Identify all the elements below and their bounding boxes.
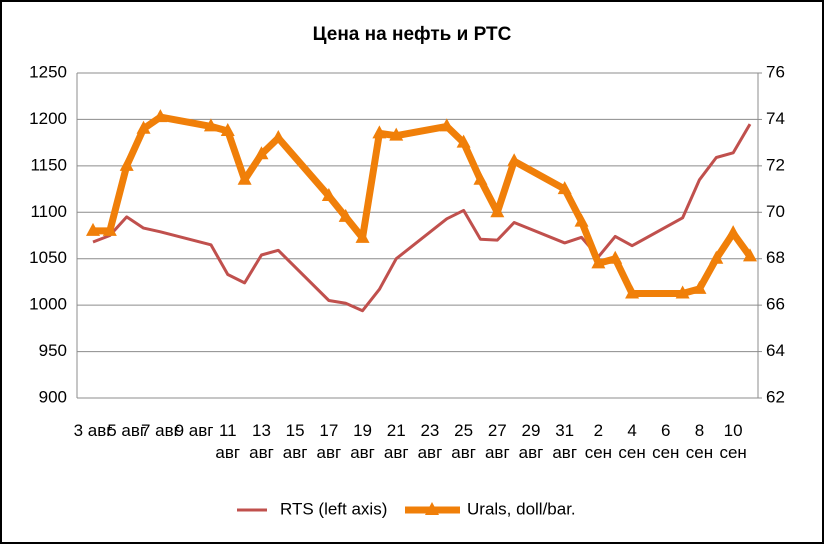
data-point xyxy=(86,222,100,236)
x-tick-label: 17 авг xyxy=(316,421,342,462)
data-point xyxy=(743,248,757,262)
y2-tick-label: 74 xyxy=(766,109,785,128)
x-tick-label: 31 авг xyxy=(552,421,578,462)
data-point xyxy=(709,250,724,264)
data-point xyxy=(203,118,218,132)
y-tick-label: 1150 xyxy=(30,155,67,174)
x-tick-label: 10 сен xyxy=(719,421,747,462)
x-tick-label: 6 сен xyxy=(652,421,680,462)
y2-tick-label: 72 xyxy=(766,155,785,174)
x-tick-label: 23 авг xyxy=(417,421,443,462)
x-tick-label: 19 авг xyxy=(350,421,375,462)
x-tick-label: 2 сен xyxy=(584,421,613,462)
data-point xyxy=(625,285,640,299)
data-point xyxy=(439,118,454,132)
data-point xyxy=(271,130,286,143)
data-point xyxy=(473,171,488,185)
y2-tick-label: 66 xyxy=(766,295,785,314)
x-tick-label: 25 авг xyxy=(451,421,476,462)
x-tick-label: 5 авг xyxy=(107,421,147,440)
y2-tick-label: 64 xyxy=(766,341,785,360)
legend-marker xyxy=(425,502,439,515)
data-point xyxy=(490,204,505,218)
x-tick-label: 7 авг xyxy=(140,421,180,440)
chart-title: Цена на нефть и РТС xyxy=(313,24,512,45)
data-point xyxy=(119,157,134,171)
y2-tick-label: 68 xyxy=(766,248,785,267)
data-point xyxy=(237,171,252,185)
x-tick-label: 29 авг xyxy=(518,421,544,462)
y2-tick-label: 62 xyxy=(766,387,785,406)
x-tick-label: 15 авг xyxy=(282,421,308,462)
x-tick-label: 3 авг xyxy=(73,421,113,440)
data-point xyxy=(389,127,404,141)
y-tick-label: 950 xyxy=(39,341,67,360)
data-point xyxy=(591,255,606,269)
x-tick-label: 13 авг xyxy=(249,421,274,462)
y2-tick-label: 76 xyxy=(766,62,785,81)
series-line xyxy=(93,113,753,298)
x-tick-label: 9 авг xyxy=(174,421,214,440)
data-point xyxy=(456,134,471,148)
data-point xyxy=(557,181,572,195)
data-point xyxy=(102,222,117,236)
data-point xyxy=(574,213,589,227)
y-tick-label: 1200 xyxy=(29,109,67,128)
x-tick-label: 27 авг xyxy=(484,421,510,462)
data-point xyxy=(692,280,707,294)
data-point xyxy=(726,225,741,239)
legend-label: RTS (left axis) xyxy=(280,499,387,518)
data-point xyxy=(355,229,370,243)
y-tick-label: 1050 xyxy=(29,248,67,267)
x-tick-label: 4 сен xyxy=(618,421,646,462)
legend-label: Urals, doll/bar. xyxy=(467,499,576,518)
y2-tick-label: 70 xyxy=(766,202,785,221)
data-point xyxy=(507,153,522,167)
x-tick-label: 11 авг xyxy=(215,421,241,462)
data-point xyxy=(136,120,151,134)
data-point xyxy=(675,285,690,299)
data-point xyxy=(321,188,336,202)
y-tick-label: 1100 xyxy=(30,202,67,221)
data-point xyxy=(254,146,269,160)
y-tick-label: 900 xyxy=(39,387,67,406)
data-point xyxy=(338,208,353,222)
series-line xyxy=(92,123,752,313)
data-point xyxy=(608,250,623,264)
y-tick-label: 1250 xyxy=(29,62,67,81)
data-point xyxy=(372,125,387,139)
x-tick-label: 21 авг xyxy=(383,421,409,462)
y-tick-label: 1000 xyxy=(29,295,67,314)
data-point xyxy=(153,109,168,123)
data-point xyxy=(220,123,235,137)
x-tick-label: 8 сен xyxy=(685,421,714,462)
